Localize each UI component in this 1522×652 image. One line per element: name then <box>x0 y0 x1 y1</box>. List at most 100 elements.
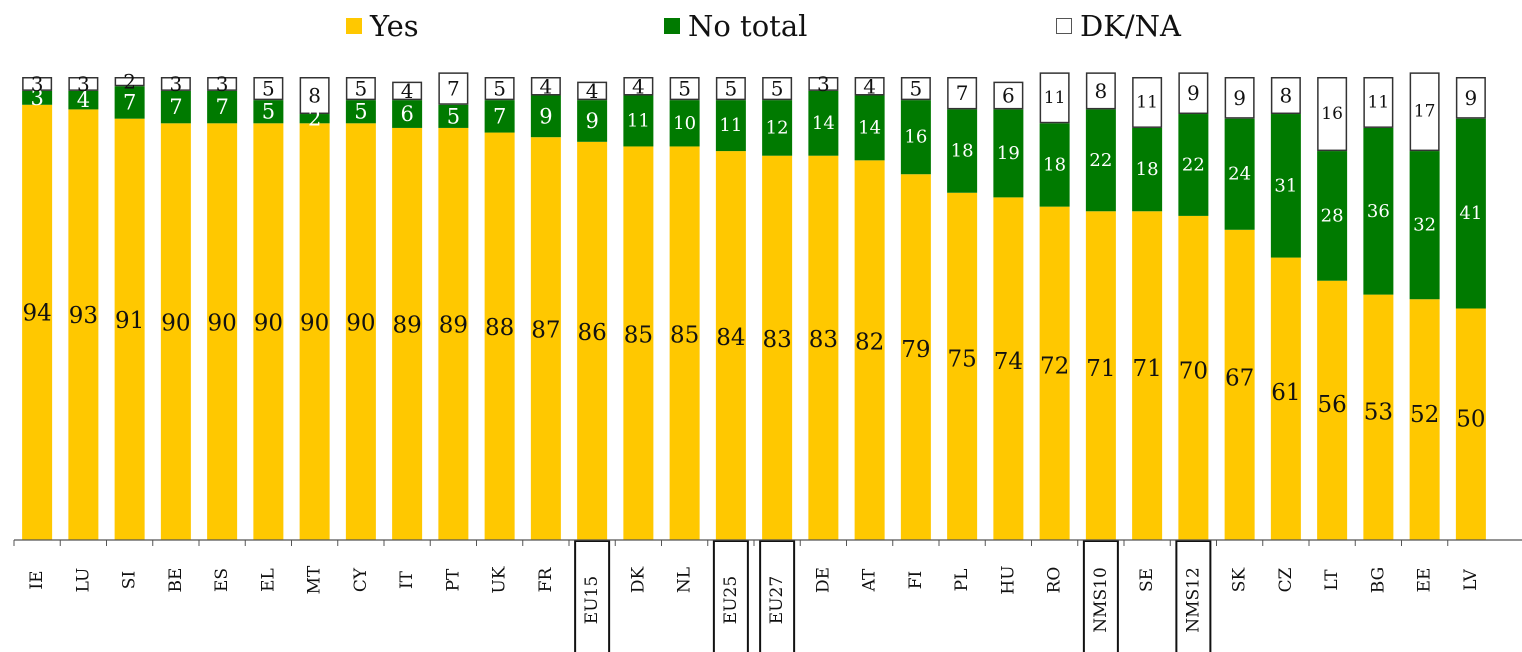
bar-yes-sk <box>1224 229 1255 541</box>
label-dk-ie: 3 <box>31 72 44 96</box>
tick-label-fr: FR <box>536 567 556 593</box>
label-dk-de: 3 <box>817 72 830 96</box>
label-no-at: 14 <box>858 117 881 138</box>
tick-label-nms10: NMS10 <box>1091 567 1111 633</box>
bar-no-sk <box>1224 118 1255 230</box>
label-no-eu15: 9 <box>585 109 598 133</box>
bar-yes-se <box>1132 211 1163 540</box>
bar-dk-el <box>253 77 284 101</box>
bar-dk-pl <box>947 77 978 110</box>
bar-no-ie <box>22 90 53 105</box>
label-yes-fr: 87 <box>531 318 560 344</box>
bar-dk-eu15 <box>577 81 608 101</box>
legend-swatch-no-total <box>664 18 680 34</box>
label-no-ro: 18 <box>1043 154 1066 175</box>
label-yes-si: 91 <box>115 308 144 334</box>
label-dk-si: 2 <box>123 70 136 94</box>
bar-yes-si <box>114 118 145 541</box>
bar-yes-be <box>160 123 191 541</box>
bar-dk-es <box>207 77 238 91</box>
label-yes-se: 71 <box>1132 356 1161 382</box>
bar-dk-eu25 <box>715 77 746 101</box>
label-yes-eu25: 84 <box>716 325 745 351</box>
tick-label-eu25: EU25 <box>721 576 741 624</box>
bar-dk-it <box>392 81 423 101</box>
label-dk-it: 4 <box>401 79 414 103</box>
bar-dk-hu <box>993 81 1024 110</box>
bar-yes-lt <box>1317 280 1348 540</box>
legend-item-no-total: No total <box>664 6 807 46</box>
highlight-box-nms12 <box>1175 540 1212 652</box>
bar-dk-nl <box>669 77 700 101</box>
tick-label-fi: FI <box>906 571 926 590</box>
bar-no-pl <box>947 109 978 193</box>
label-no-si: 7 <box>123 90 136 114</box>
bar-yes-de <box>808 155 839 540</box>
label-yes-at: 82 <box>855 330 884 356</box>
legend-item-dk-na: DK/NA <box>1056 6 1181 46</box>
label-yes-el: 90 <box>254 310 283 336</box>
bar-yes-it <box>392 127 423 541</box>
tick-label-sk: SK <box>1230 568 1250 593</box>
bar-dk-uk <box>484 77 515 101</box>
bar-no-uk <box>484 100 515 133</box>
label-no-sk: 24 <box>1228 164 1251 185</box>
legend-label-dk-na: DK/NA <box>1080 9 1182 43</box>
bar-no-it <box>392 100 423 128</box>
label-no-eu25: 11 <box>719 115 742 136</box>
label-no-lt: 28 <box>1321 205 1344 226</box>
bar-no-bg <box>1363 127 1394 295</box>
bar-yes-bg <box>1363 294 1394 540</box>
label-dk-es: 3 <box>216 72 229 96</box>
bar-no-es <box>207 90 238 124</box>
label-no-be: 7 <box>169 95 182 119</box>
bar-dk-se <box>1132 77 1163 128</box>
bar-dk-ro <box>1039 72 1070 124</box>
label-no-ie: 3 <box>30 86 43 110</box>
bar-dk-cy <box>345 77 376 101</box>
label-dk-eu15: 4 <box>586 79 599 103</box>
label-dk-ee: 17 <box>1414 102 1436 122</box>
label-dk-sk: 9 <box>1233 86 1246 110</box>
tick-label-uk: UK <box>490 566 510 593</box>
bar-no-dk <box>623 95 654 147</box>
bar-no-at <box>854 95 885 161</box>
label-dk-nms10: 8 <box>1095 79 1108 103</box>
bar-yes-nl <box>669 146 700 540</box>
label-yes-eu27: 83 <box>762 327 791 353</box>
label-yes-lt: 56 <box>1317 392 1346 418</box>
bar-dk-mt <box>299 77 330 115</box>
label-dk-cz: 8 <box>1280 84 1293 108</box>
label-no-fr: 9 <box>539 104 552 128</box>
bar-dk-nms12 <box>1178 72 1209 115</box>
bar-yes-lu <box>68 109 99 540</box>
label-no-nms12: 22 <box>1182 154 1205 175</box>
label-dk-lu: 3 <box>77 72 90 96</box>
highlight-box-nms10 <box>1082 540 1119 652</box>
bar-yes-eu27 <box>762 155 793 540</box>
bar-no-se <box>1132 127 1163 212</box>
bar-no-eu15 <box>577 100 608 142</box>
bar-yes-ie <box>22 104 53 540</box>
bar-yes-dk <box>623 146 654 540</box>
bar-dk-fi <box>900 77 931 101</box>
label-no-mt: 2 <box>308 107 321 131</box>
label-no-eu27: 12 <box>766 117 789 138</box>
label-yes-dk: 85 <box>624 322 653 348</box>
bar-no-nms12 <box>1178 114 1209 216</box>
bar-dk-at <box>854 77 885 96</box>
label-dk-eu27: 5 <box>771 77 784 101</box>
highlight-box-eu27 <box>759 540 796 652</box>
tick-label-lu: LU <box>73 568 93 593</box>
label-yes-ie: 94 <box>22 301 51 327</box>
label-yes-pl: 75 <box>947 346 976 372</box>
bar-dk-pt <box>438 72 469 105</box>
bar-no-fr <box>530 95 561 138</box>
label-dk-at: 4 <box>863 74 876 98</box>
tick-label-el: EL <box>258 568 278 592</box>
label-yes-nms12: 70 <box>1179 358 1208 384</box>
label-dk-pt: 7 <box>447 77 460 101</box>
bar-yes-cy <box>345 123 376 541</box>
label-no-hu: 19 <box>997 143 1020 164</box>
label-no-lu: 4 <box>77 88 90 112</box>
